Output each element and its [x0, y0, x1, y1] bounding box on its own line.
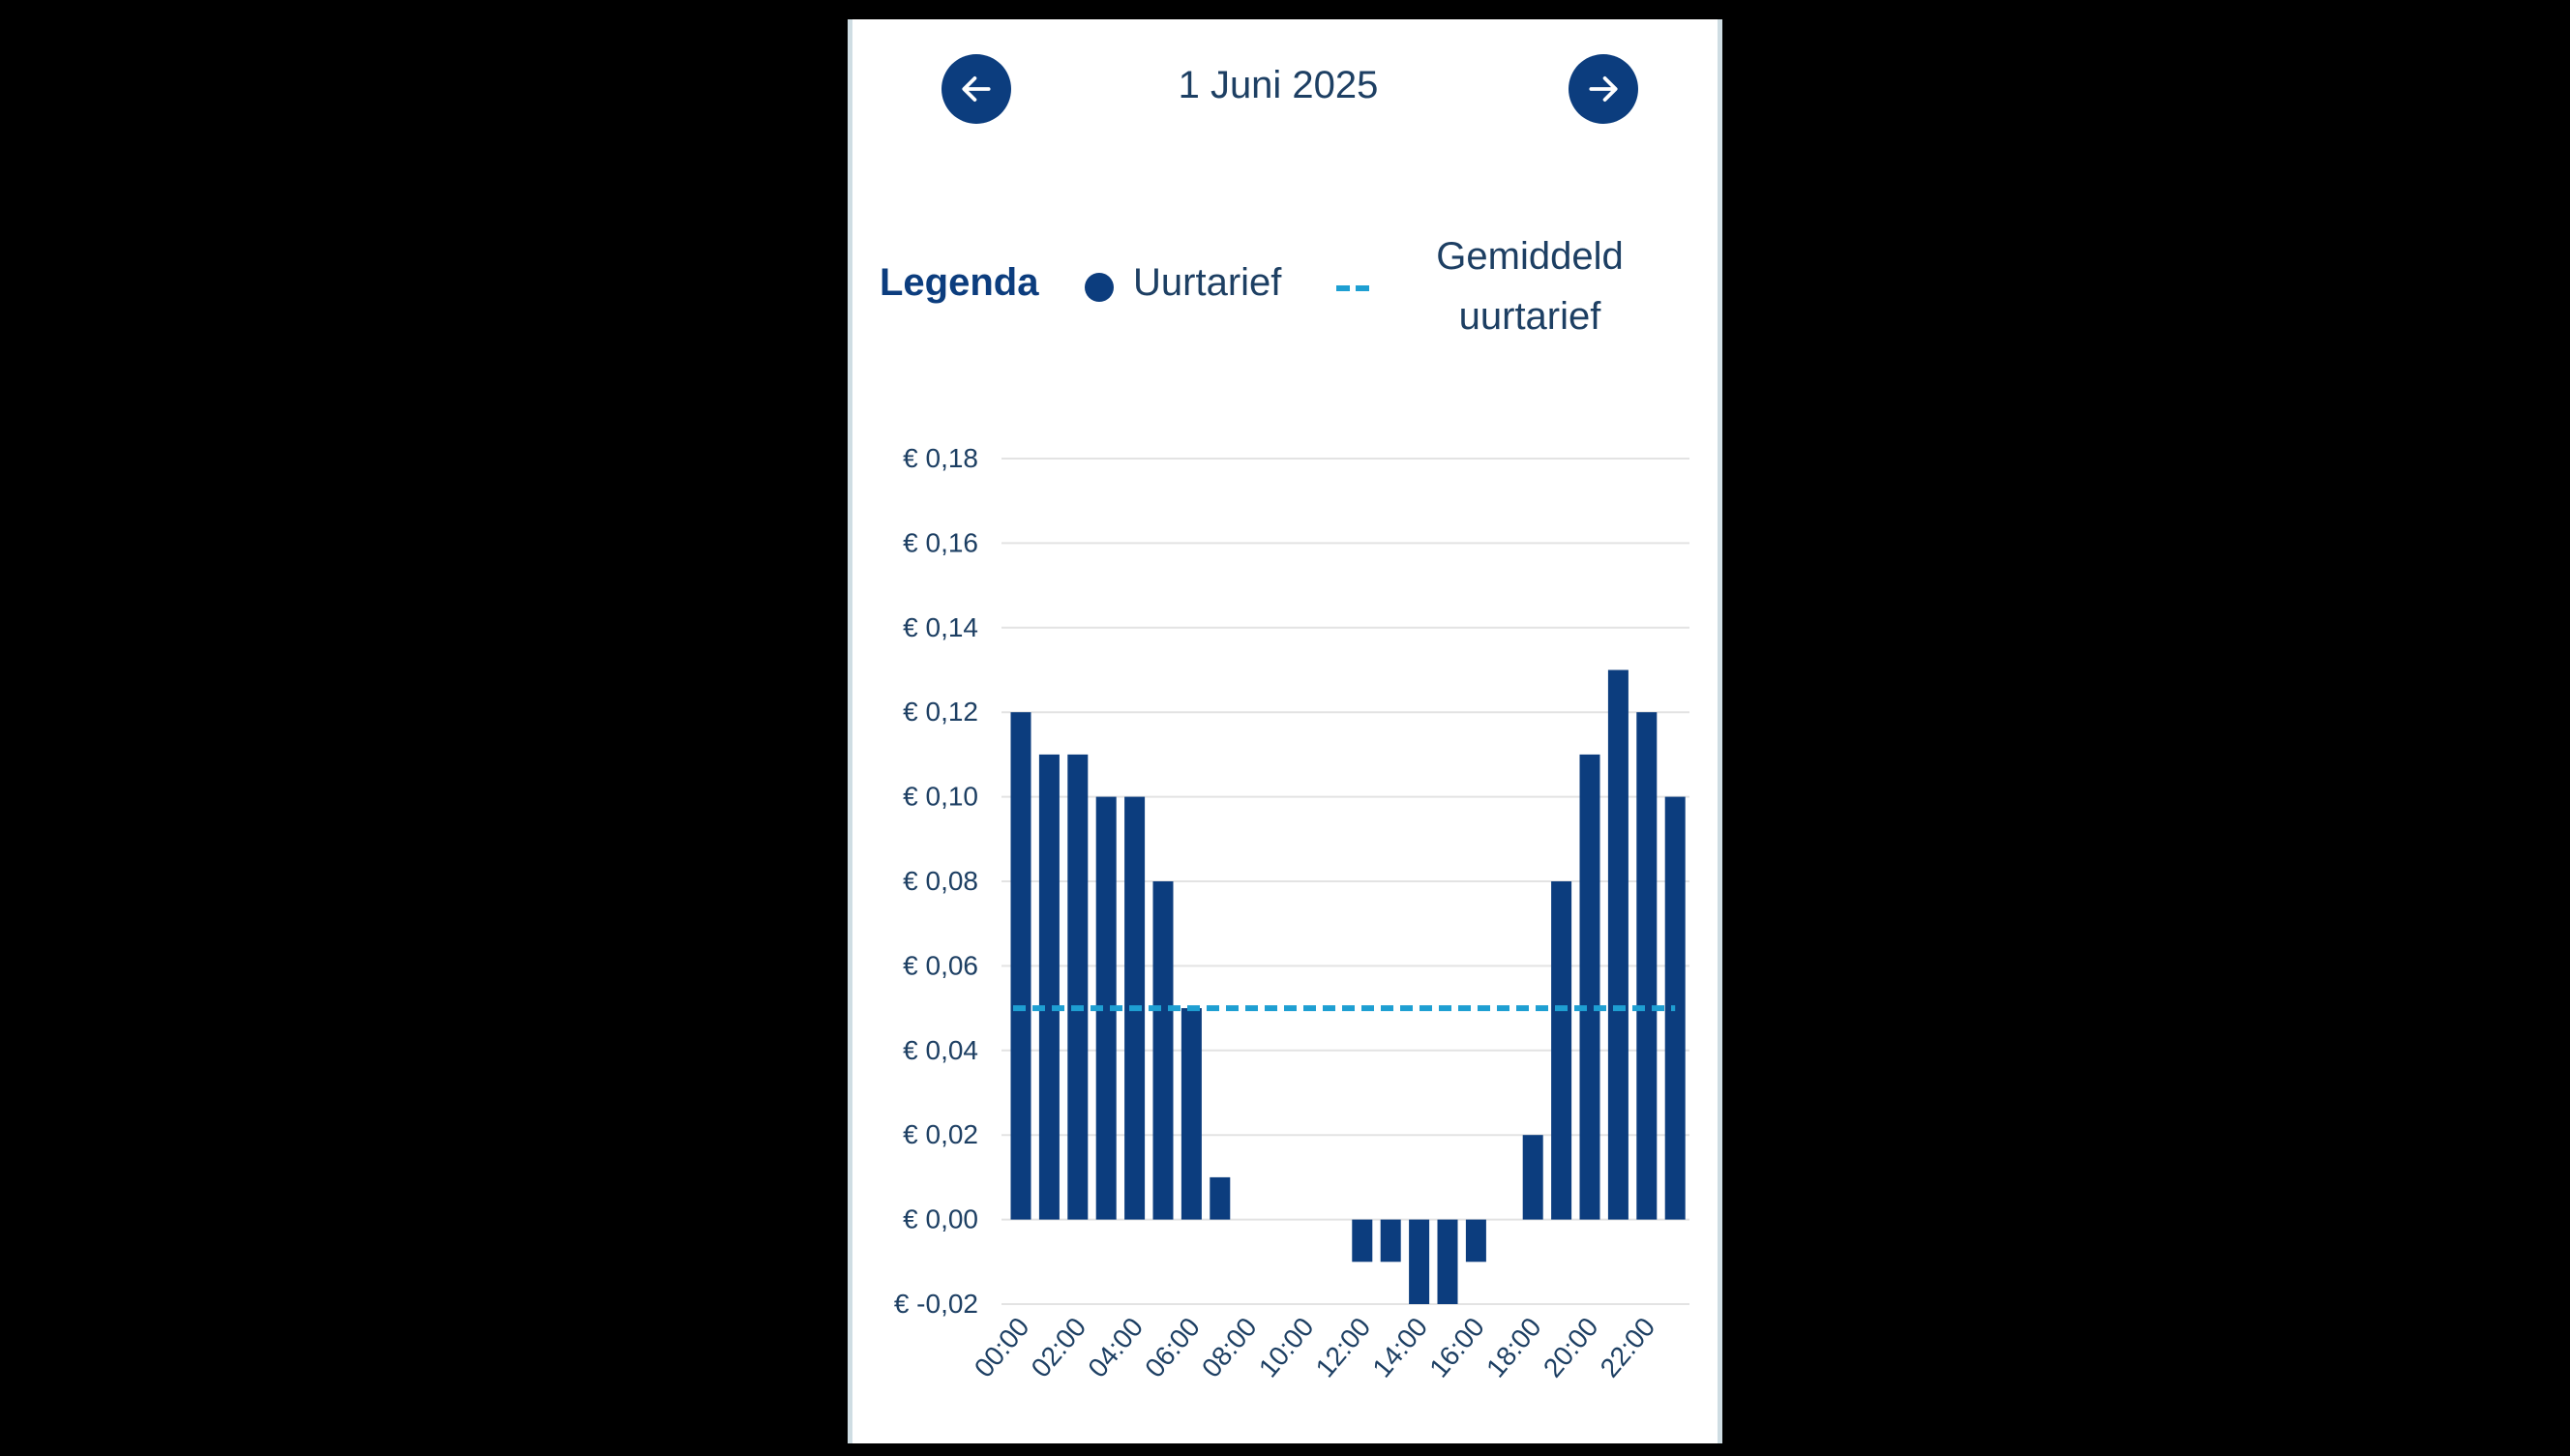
x-tick-label: 08:00: [1196, 1312, 1263, 1383]
legend-average-label-line2: uurtarief: [1458, 295, 1601, 338]
bar: [1095, 796, 1117, 1220]
bar: [1038, 754, 1060, 1220]
x-tick-label: 16:00: [1423, 1312, 1490, 1383]
legend-average-label: Gemiddeld uurtarief: [1404, 226, 1656, 346]
x-tick-label: 12:00: [1310, 1312, 1377, 1383]
x-tick-label: 20:00: [1538, 1312, 1604, 1383]
y-tick-label: € 0,08: [903, 866, 978, 896]
y-tick-label: € 0,06: [903, 950, 978, 980]
y-tick-label: € 0,10: [903, 782, 978, 812]
x-tick-label: 04:00: [1082, 1312, 1149, 1383]
legend-average-marker: [1336, 285, 1369, 291]
x-tick-label: 14:00: [1366, 1312, 1433, 1383]
x-tick-label: 22:00: [1595, 1312, 1661, 1383]
bar: [1465, 1219, 1486, 1263]
x-tick-label: 06:00: [1139, 1312, 1206, 1383]
bar: [1210, 1176, 1231, 1220]
bar: [1522, 1135, 1543, 1220]
previous-day-button[interactable]: [941, 54, 1011, 124]
y-tick-label: € -0,02: [894, 1289, 978, 1319]
y-tick-label: € 0,18: [903, 443, 978, 473]
bar: [1551, 881, 1572, 1220]
x-tick-label: 10:00: [1253, 1312, 1320, 1383]
bar: [1180, 1008, 1202, 1220]
y-tick-label: € 0,02: [903, 1119, 978, 1149]
date-label: 1 Juni 2025: [1178, 64, 1379, 106]
legend-hourly-marker: [1085, 273, 1114, 302]
x-tick-label: 02:00: [1026, 1312, 1092, 1383]
bar: [1607, 669, 1629, 1220]
y-tick-label: € 0,00: [903, 1204, 978, 1234]
y-tick-label: € 0,14: [903, 612, 978, 642]
price-chart: € -0,02 € 0,00 € 0,02 € 0,04 € 0,06 € 0,08 € 0…: [894, 443, 1689, 1383]
legend-average-label-line1: Gemiddeld: [1436, 235, 1624, 278]
bar: [1579, 754, 1600, 1220]
x-tick-label: 18:00: [1480, 1312, 1547, 1383]
phone-screen: 1 Juni 2025 Legenda Uurtarief Gemiddeld …: [848, 19, 1722, 1443]
y-tick-label: € 0,04: [903, 1035, 978, 1065]
next-day-button[interactable]: [1569, 54, 1638, 124]
bar: [1067, 754, 1089, 1220]
arrow-right-icon: [1589, 76, 1618, 102]
x-tick-label: 00:00: [969, 1312, 1035, 1383]
bar: [1409, 1219, 1430, 1304]
bar: [1152, 881, 1174, 1220]
bar: [1010, 712, 1031, 1220]
arrow-left-icon: [962, 76, 991, 102]
bar: [1380, 1219, 1401, 1263]
legend-hourly-label: Uurtarief: [1133, 261, 1282, 304]
bar: [1352, 1219, 1373, 1263]
bar: [1636, 712, 1658, 1220]
bar: [1437, 1219, 1458, 1304]
legend-title: Legenda: [880, 261, 1039, 304]
y-tick-label: € 0,16: [903, 527, 978, 557]
y-tick-label: € 0,12: [903, 697, 978, 727]
